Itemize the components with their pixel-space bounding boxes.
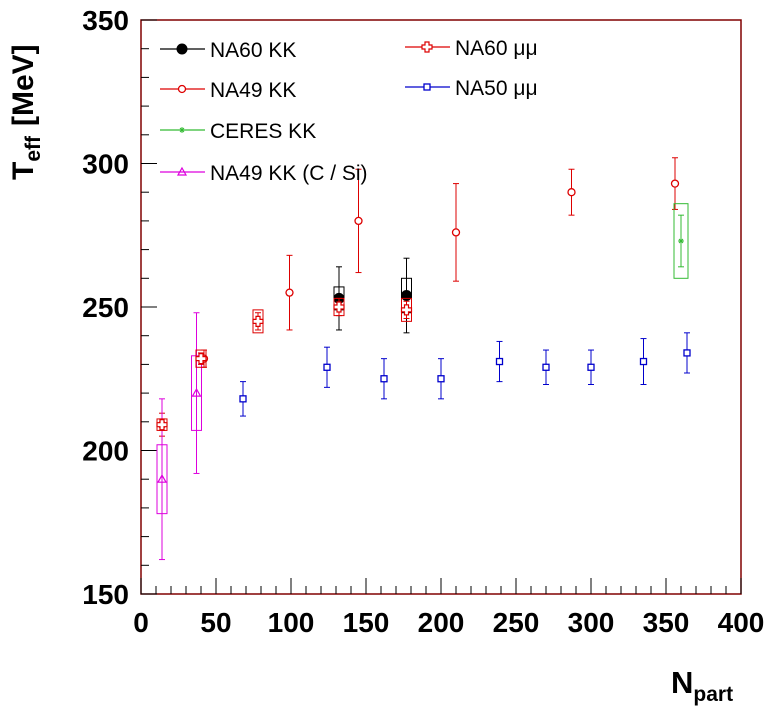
legend-entry: NA60 μμ (405, 37, 538, 60)
x-tick-label: 50 (200, 607, 231, 638)
data-point (380, 375, 388, 383)
y-tick-label: 300 (82, 149, 129, 180)
data-points (156, 157, 691, 561)
legend-marker (176, 43, 188, 55)
legend-label: NA50 μμ (455, 77, 538, 100)
data-point (678, 237, 684, 244)
x-tick-label: 350 (643, 607, 690, 638)
y-tick-label: 200 (82, 436, 129, 467)
legend-entry: NA50 μμ (405, 77, 538, 100)
series-ceres-kk (673, 203, 689, 279)
axes: 0 50 100 150 200 250 300 350 400 150 200 250 300 350 (82, 5, 764, 638)
legend-label: NA60 KK (210, 39, 296, 62)
data-point (400, 304, 413, 316)
data-point (354, 216, 363, 226)
x-tick-label: 150 (343, 607, 390, 638)
data-point (670, 179, 680, 188)
legend-marker (177, 84, 187, 94)
legend-label: NA60 μμ (455, 37, 538, 60)
legend-marker (421, 41, 433, 53)
x-tick-label: 100 (268, 607, 315, 638)
x-axis-title: Npart (671, 665, 733, 706)
systematic-box (673, 203, 689, 279)
legend-marker (176, 166, 188, 176)
data-point (401, 290, 412, 302)
x-tick-label: 200 (418, 607, 465, 638)
legend: NA60 KK NA49 KK CERES KK NA49 KK (C / Si) NA… (160, 37, 538, 185)
legend-marker (179, 127, 185, 133)
data-point (437, 375, 445, 383)
data-point (587, 363, 595, 371)
data-point (542, 363, 550, 371)
series-na50 (239, 332, 691, 417)
legend-entry: NA49 KK (C / Si) (160, 162, 368, 185)
systematic-box (156, 444, 168, 515)
legend-entry: NA49 KK (160, 79, 296, 102)
y-tick-label: 350 (82, 5, 129, 36)
legend-label: NA49 KK (210, 79, 296, 102)
y-axis-title: Teff [MeV] (7, 44, 45, 180)
data-point (451, 228, 461, 237)
x-axis-title-main: N (671, 665, 693, 700)
x-tick-label: 250 (493, 607, 540, 638)
data-point (683, 349, 691, 357)
data-point (239, 395, 247, 403)
data-point (156, 419, 168, 431)
x-tick-label: 400 (718, 607, 765, 638)
series-na60 (156, 297, 413, 431)
data-point (639, 357, 648, 366)
x-tick-label: 300 (568, 607, 615, 638)
data-point (191, 387, 202, 397)
y-axis-title-sub: eff (22, 135, 45, 162)
legend-label: CERES KK (210, 120, 316, 143)
y-tick-label: 150 (82, 579, 129, 610)
data-point (495, 357, 504, 366)
series-na49-kk-c-si (156, 312, 202, 561)
data-point (323, 363, 331, 371)
y-tick-label: 250 (82, 292, 129, 323)
data-point (252, 315, 264, 327)
legend-label: NA49 KK (C / Si) (210, 162, 368, 185)
data-point (333, 301, 345, 313)
legend-entry: NA60 KK (160, 39, 296, 62)
legend-entry: CERES KK (160, 120, 316, 143)
data-point (285, 288, 294, 297)
y-axis-title-main: T (7, 162, 40, 180)
legend-marker (423, 83, 431, 91)
x-tick-label: 0 (133, 607, 149, 638)
data-point (567, 188, 576, 197)
x-axis-title-sub: part (693, 683, 733, 706)
data-point (156, 473, 168, 483)
data-point (195, 353, 207, 365)
y-axis-title-unit: [MeV] (7, 44, 40, 126)
